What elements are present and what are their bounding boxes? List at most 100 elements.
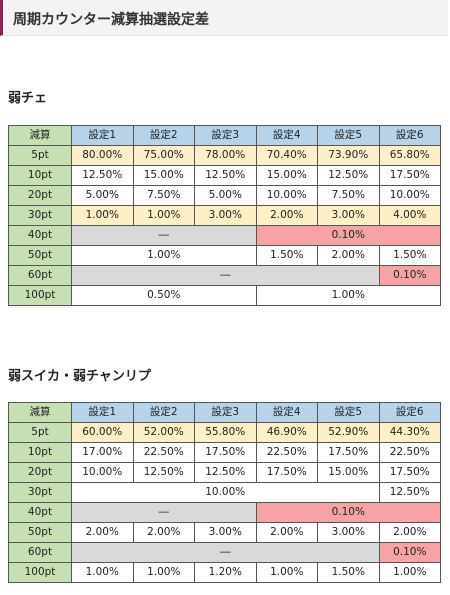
column-header: 設定2: [132, 402, 195, 423]
value-cell: 2.00%: [255, 205, 318, 226]
value-cell: 52.90%: [317, 422, 380, 443]
corner-cell: 減算: [8, 125, 72, 146]
value-cell: 10.00%: [378, 185, 441, 206]
table-row: 30pt 1.00% 1.00% 3.00% 2.00% 3.00% 4.00%: [8, 205, 441, 226]
page-header: 周期カウンター減算抽選設定差: [0, 0, 448, 36]
value-cell: 1.50%: [317, 562, 380, 583]
column-header: 設定2: [132, 125, 195, 146]
value-cell: 17.50%: [194, 442, 257, 463]
value-cell: 1.20%: [194, 562, 257, 583]
value-cell: 52.00%: [132, 422, 195, 443]
table-row: 50pt 2.00% 2.00% 3.00% 2.00% 3.00% 2.00%: [8, 522, 441, 543]
value-cell: ―: [71, 265, 380, 286]
value-cell: 17.50%: [378, 462, 441, 483]
value-cell: 17.00%: [71, 442, 134, 463]
value-cell: 2.00%: [71, 522, 134, 543]
table-row: 20pt 10.00% 12.50% 12.50% 17.50% 15.00% 17.50%: [8, 462, 441, 483]
table-row: 5pt 80.00% 75.00% 78.00% 70.40% 73.90% 65.80%: [8, 145, 441, 166]
value-cell: ―: [71, 225, 257, 246]
value-cell: 1.00%: [255, 562, 318, 583]
value-cell: 44.30%: [378, 422, 441, 443]
table-header-row: 減算 設定1 設定2 設定3 設定4 設定5 設定6: [8, 125, 441, 146]
value-cell: 2.00%: [255, 522, 318, 543]
value-cell: 17.50%: [255, 462, 318, 483]
row-label: 5pt: [8, 145, 72, 166]
page-title: 周期カウンター減算抽選設定差: [13, 12, 209, 28]
value-cell: 4.00%: [378, 205, 441, 226]
value-cell: 1.00%: [71, 205, 134, 226]
row-label: 40pt: [8, 502, 72, 523]
table-row: 30pt 10.00% 12.50%: [8, 482, 441, 503]
section-title-weak-suika-chance-replay: 弱スイカ・弱チャンリプ: [8, 369, 151, 384]
value-cell: 12.50%: [194, 165, 257, 186]
value-cell: 12.50%: [317, 165, 380, 186]
value-cell: 1.50%: [378, 245, 441, 266]
value-cell: 60.00%: [71, 422, 134, 443]
row-label: 20pt: [8, 462, 72, 483]
value-cell: 2.00%: [378, 522, 441, 543]
row-label: 5pt: [8, 422, 72, 443]
row-label: 10pt: [8, 165, 72, 186]
value-cell: 2.00%: [317, 245, 380, 266]
value-cell: 3.00%: [317, 522, 380, 543]
table-row: 40pt ― 0.10%: [8, 225, 441, 246]
value-cell: 10.00%: [71, 482, 380, 503]
table-header-row: 減算 設定1 設定2 設定3 設定4 設定5 設定6: [8, 402, 441, 423]
value-cell: 5.00%: [194, 185, 257, 206]
table-row: 10pt 12.50% 15.00% 12.50% 15.00% 12.50% 17.50%: [8, 165, 441, 186]
table-row: 40pt ― 0.10%: [8, 502, 441, 523]
column-header: 設定5: [317, 402, 380, 423]
table-row: 20pt 5.00% 7.50% 5.00% 10.00% 7.50% 10.00%: [8, 185, 441, 206]
value-cell: ―: [71, 502, 257, 523]
column-header: 設定6: [378, 402, 441, 423]
value-cell: 70.40%: [255, 145, 318, 166]
value-cell: 0.50%: [71, 285, 257, 306]
value-cell: 17.50%: [378, 165, 441, 186]
row-label: 40pt: [8, 225, 72, 246]
table-row: 5pt 60.00% 52.00% 55.80% 46.90% 52.90% 44.30%: [8, 422, 441, 443]
column-header: 設定5: [317, 125, 380, 146]
column-header: 設定3: [194, 125, 257, 146]
column-header: 設定3: [194, 402, 257, 423]
value-cell: 12.50%: [132, 462, 195, 483]
row-label: 60pt: [8, 265, 72, 286]
value-cell: 1.00%: [255, 285, 441, 306]
value-cell: 1.50%: [255, 245, 318, 266]
value-cell: 12.50%: [378, 482, 441, 503]
value-cell: 0.10%: [378, 265, 441, 286]
value-cell: 3.00%: [194, 522, 257, 543]
table-row: 100pt 1.00% 1.00% 1.20% 1.00% 1.50% 1.00%: [8, 562, 441, 583]
value-cell: 5.00%: [71, 185, 134, 206]
value-cell: 15.00%: [132, 165, 195, 186]
row-label: 10pt: [8, 442, 72, 463]
row-label: 50pt: [8, 522, 72, 543]
value-cell: 22.50%: [255, 442, 318, 463]
table-row: 50pt 1.00% 1.50% 2.00% 1.50%: [8, 245, 441, 266]
value-cell: 22.50%: [132, 442, 195, 463]
row-label: 100pt: [8, 562, 72, 583]
column-header: 設定1: [71, 402, 134, 423]
value-cell: 10.00%: [255, 185, 318, 206]
value-cell: 2.00%: [132, 522, 195, 543]
column-header: 設定6: [378, 125, 441, 146]
value-cell: 10.00%: [71, 462, 134, 483]
value-cell: 0.10%: [378, 542, 441, 563]
weak-cherry-table: 減算 設定1 設定2 設定3 設定4 設定5 設定6 5pt 80.00% 75.00% 78.00…: [8, 125, 441, 306]
value-cell: 0.10%: [255, 502, 441, 523]
corner-cell: 減算: [8, 402, 72, 423]
value-cell: 3.00%: [194, 205, 257, 226]
value-cell: 73.90%: [317, 145, 380, 166]
value-cell: 78.00%: [194, 145, 257, 166]
section-title-weak-cherry: 弱チェ: [8, 91, 48, 106]
value-cell: 1.00%: [132, 205, 195, 226]
table-row: 60pt ― 0.10%: [8, 542, 441, 563]
value-cell: 15.00%: [317, 462, 380, 483]
value-cell: 65.80%: [378, 145, 441, 166]
value-cell: 0.10%: [255, 225, 441, 246]
value-cell: 3.00%: [317, 205, 380, 226]
value-cell: 12.50%: [194, 462, 257, 483]
table-row: 10pt 17.00% 22.50% 17.50% 22.50% 17.50% 22.50%: [8, 442, 441, 463]
value-cell: 17.50%: [317, 442, 380, 463]
column-header: 設定1: [71, 125, 134, 146]
table-row: 60pt ― 0.10%: [8, 265, 441, 286]
